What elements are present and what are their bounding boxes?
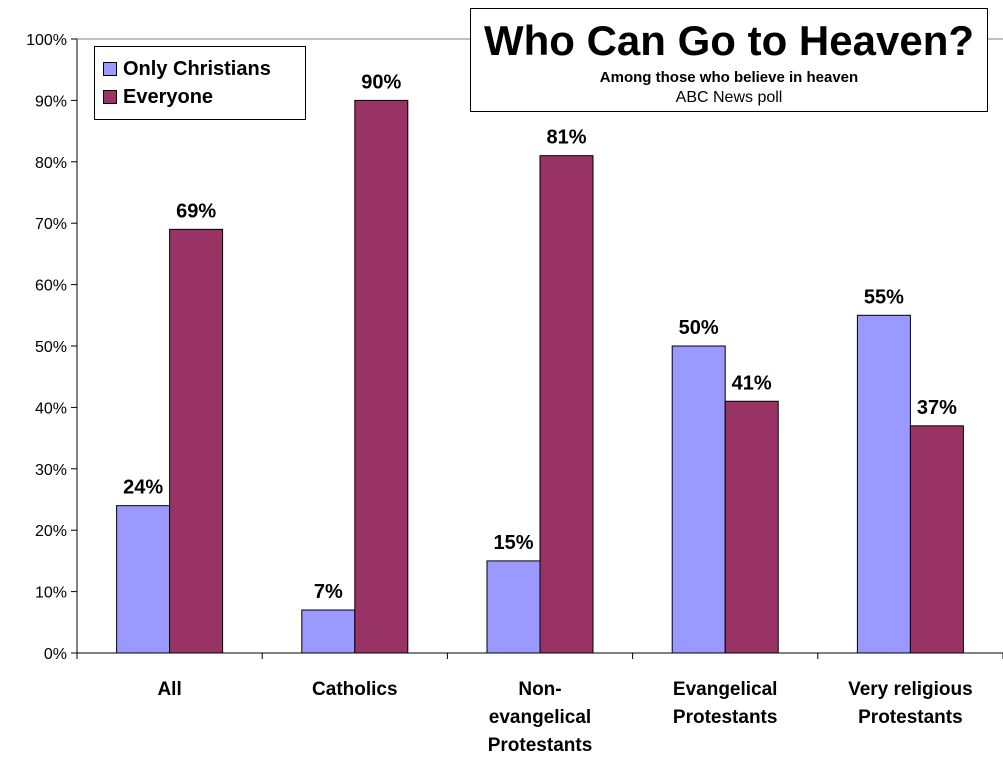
bar-only-christians bbox=[671, 345, 726, 654]
legend-label-only-christians: Only Christians bbox=[123, 57, 271, 80]
data-label-everyone: 90% bbox=[361, 71, 401, 93]
bar-only-christians bbox=[856, 314, 911, 654]
legend-item-only-christians: Only Christians bbox=[103, 55, 305, 83]
data-label-only-christians: 55% bbox=[864, 286, 904, 308]
y-tick-label: 80% bbox=[35, 155, 67, 172]
legend: Only Christians Everyone bbox=[94, 46, 306, 120]
x-category-label: Catholics bbox=[312, 679, 398, 700]
y-tick-label: 0% bbox=[44, 646, 67, 663]
y-tick-label: 30% bbox=[35, 462, 67, 479]
data-label-only-christians: 24% bbox=[123, 477, 163, 499]
legend-swatch-only-christians bbox=[103, 62, 117, 76]
data-label-only-christians: 50% bbox=[679, 317, 719, 339]
y-tick-label: 40% bbox=[35, 400, 67, 417]
data-label-everyone: 81% bbox=[546, 127, 586, 149]
bar-everyone bbox=[539, 155, 594, 654]
x-category-label: All bbox=[157, 679, 181, 700]
bar-only-christians bbox=[116, 505, 171, 654]
x-category-label: Evangelical Protestants bbox=[673, 679, 778, 728]
data-label-everyone: 37% bbox=[917, 397, 957, 419]
x-category-label: Very religious Protestants bbox=[848, 679, 973, 728]
data-label-only-christians: 7% bbox=[314, 581, 343, 603]
data-label-only-christians: 15% bbox=[493, 532, 533, 554]
y-tick-label: 70% bbox=[35, 216, 67, 233]
y-tick-label: 90% bbox=[35, 93, 67, 110]
data-label-everyone: 41% bbox=[732, 372, 772, 394]
data-label-everyone: 69% bbox=[176, 200, 216, 222]
bar-everyone bbox=[354, 99, 409, 654]
y-tick-label: 50% bbox=[35, 339, 67, 356]
chart-subtitle: Among those who believe in heaven bbox=[599, 69, 859, 86]
title-box: Who Can Go to Heaven? Among those who be… bbox=[470, 8, 988, 112]
y-tick-label: 20% bbox=[35, 523, 67, 540]
bar-everyone bbox=[169, 228, 224, 654]
chart-source: ABC News poll bbox=[675, 89, 783, 106]
bar-everyone bbox=[909, 425, 964, 654]
y-tick-label: 60% bbox=[35, 278, 67, 295]
bar-only-christians bbox=[486, 560, 541, 654]
y-tick-label: 10% bbox=[35, 585, 67, 602]
chart-title: Who Can Go to Heaven? bbox=[483, 17, 974, 64]
legend-label-everyone: Everyone bbox=[123, 85, 214, 108]
legend-item-everyone: Everyone bbox=[103, 83, 305, 111]
x-category-label: Non-evangelical Protestants bbox=[488, 679, 593, 756]
y-tick-label: 100% bbox=[26, 32, 67, 49]
bar-everyone bbox=[724, 400, 779, 654]
bar-only-christians bbox=[301, 609, 356, 654]
legend-swatch-everyone bbox=[103, 90, 117, 104]
